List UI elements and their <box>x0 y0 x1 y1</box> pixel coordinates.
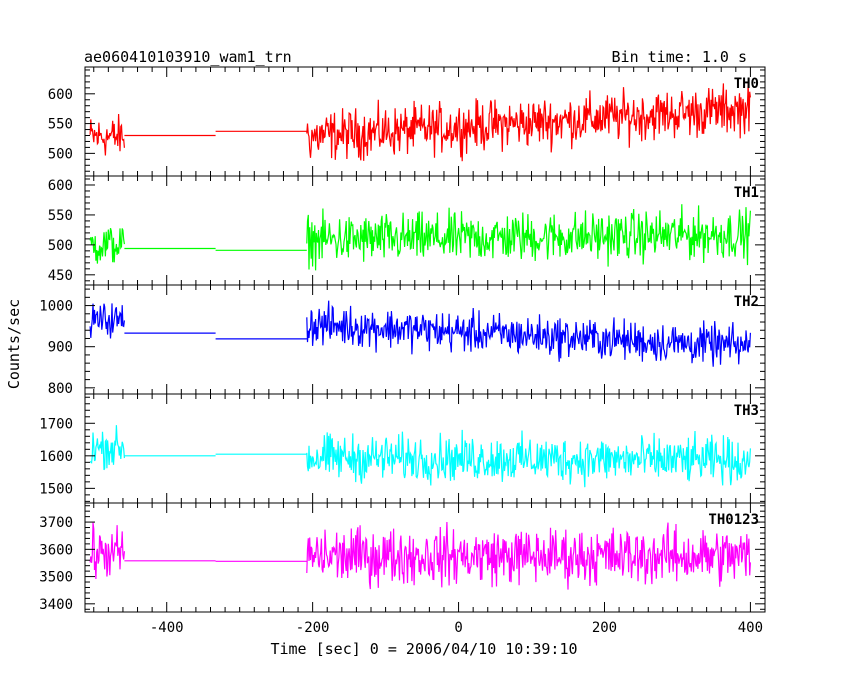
panel-name-label: TH3 <box>734 403 759 419</box>
y-tick-label: 600 <box>48 87 73 103</box>
series-line-th1 <box>89 204 751 271</box>
panel-th3: 1500 1600 1700 TH3 <box>39 393 766 504</box>
x-tick-label: 400 <box>738 620 763 636</box>
series-line-th0 <box>89 82 751 162</box>
panel-th0: 500 550 600 TH0 <box>48 66 766 177</box>
y-tick-label: 800 <box>48 381 73 397</box>
y-tick-label: 550 <box>48 117 73 133</box>
panel-name-label: TH2 <box>734 294 759 310</box>
y-tick-label: 450 <box>48 268 73 284</box>
bin-time-label: Bin time: 1.0 s <box>612 48 747 66</box>
panel-th1: 450 500 550 600 TH1 <box>48 175 766 286</box>
y-tick-label: 3500 <box>39 570 73 586</box>
panel-th0123: 3400 3500 3600 3700 TH0123 <box>39 502 766 613</box>
y-axis-label: Counts/sec <box>5 299 23 389</box>
y-tick-label: 1600 <box>39 449 73 465</box>
y-tick-label: 1700 <box>39 416 73 432</box>
chart-title: ae060410103910_wam1_trn <box>84 48 292 66</box>
panel-name-label: TH1 <box>734 185 759 201</box>
y-tick-label: 1000 <box>39 299 73 315</box>
x-tick-label: 200 <box>592 620 617 636</box>
x-axis-label: Time [sec] 0 = 2006/04/10 10:39:10 <box>270 640 577 658</box>
panels-group: 500 550 600 TH0 450 500 550 600 TH1 800 900 1000 TH2… <box>39 66 766 636</box>
series-line-th3 <box>89 425 751 488</box>
panel-th2: 800 900 1000 TH2 <box>39 284 766 397</box>
y-tick-label: 1500 <box>39 481 73 497</box>
y-tick-label: 3400 <box>39 597 73 613</box>
y-tick-label: 3600 <box>39 542 73 558</box>
series-line-th0123 <box>89 521 751 590</box>
x-tick-label: -400 <box>150 620 184 636</box>
x-tick-label: 0 <box>454 620 462 636</box>
y-tick-label: 500 <box>48 238 73 254</box>
series-line-th2 <box>89 300 751 367</box>
panel-frame <box>84 393 766 504</box>
y-tick-label: 900 <box>48 340 73 356</box>
y-tick-label: 550 <box>48 208 73 224</box>
x-tick-label: -200 <box>296 620 330 636</box>
panel-name-label: TH0123 <box>708 512 759 528</box>
y-tick-label: 3700 <box>39 515 73 531</box>
y-tick-label: 600 <box>48 178 73 194</box>
y-tick-label: 500 <box>48 146 73 162</box>
panel-name-label: TH0 <box>734 76 759 92</box>
panel-frame <box>84 502 766 613</box>
